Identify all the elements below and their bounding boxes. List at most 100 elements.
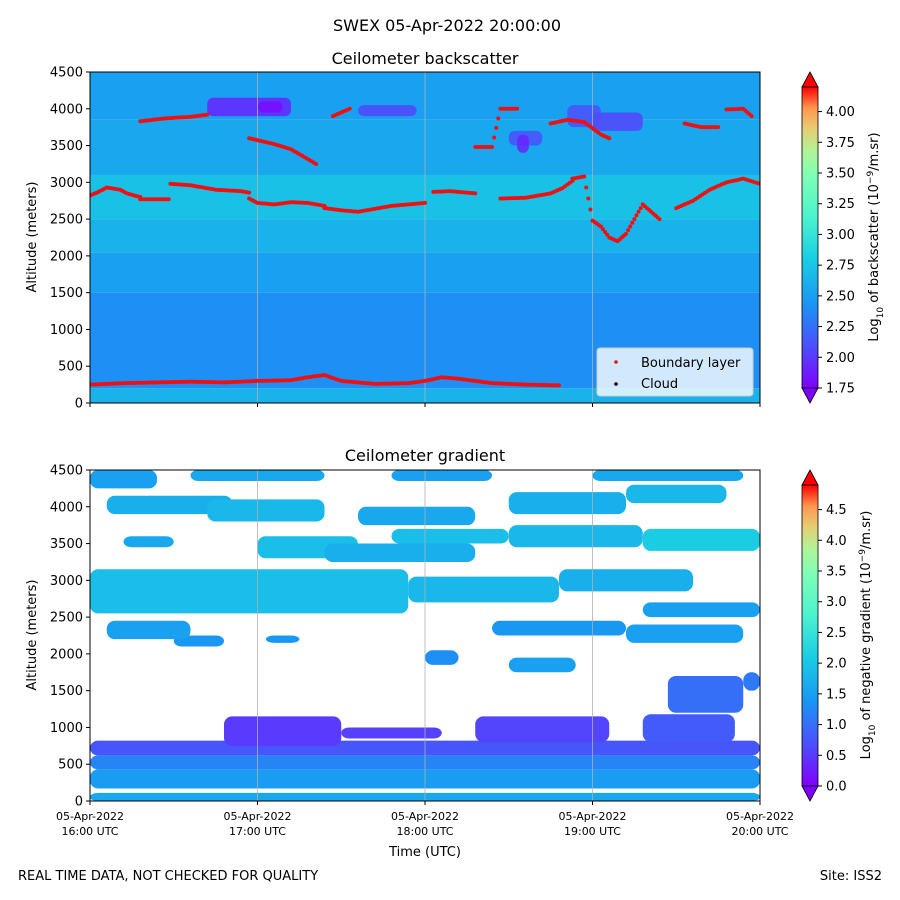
heat-patch (257, 101, 283, 113)
boundary-layer-point (314, 161, 319, 166)
gradient-blob (642, 714, 735, 743)
quality-disclaimer: REAL TIME DATA, NOT CHECKED FOR QUALITY (18, 869, 319, 884)
x-tick-date: 05-Apr-2022 (56, 810, 124, 823)
y-tick-label: 2000 (50, 647, 83, 662)
x-tick-time: 19:00 UTC (564, 825, 621, 838)
gradient-blob (123, 536, 174, 548)
boundary-layer-point (636, 209, 641, 214)
gradient-blob (207, 499, 325, 522)
panel2-y-ticks: 0 500 1000 1500 2000 2500 3000 3500 4000 4500 (50, 464, 90, 810)
gradient-blob (90, 569, 409, 614)
boundary-layer-point (582, 174, 587, 179)
colorbar1-bar (801, 86, 819, 389)
y-tick-label: 4000 (50, 500, 83, 515)
colorbar-backscatter: 1.75 2.00 2.25 2.50 2.75 3.00 3.25 3.50 3.75 4.00… (801, 71, 886, 404)
y-tick-label: 3000 (50, 574, 83, 589)
gradient-blob (626, 624, 744, 643)
panel1-y-ticks: 0 500 1000 1500 2000 2500 3000 3500 4000 4500 (50, 66, 90, 412)
boundary-layer-point (496, 116, 501, 121)
site-label: Site: ISS2 (819, 869, 882, 884)
colorbar2-bar (801, 484, 819, 787)
boundary-layer-point (607, 136, 612, 141)
legend-box (596, 347, 754, 397)
x-tick-time: 17:00 UTC (229, 825, 286, 838)
boundary-layer-point (638, 206, 643, 211)
panel2-title: Ceilometer gradient (345, 446, 505, 465)
gradient-blob (324, 543, 476, 562)
boundary-layer-point (205, 112, 210, 117)
boundary-layer-point (490, 145, 494, 150)
colorbar2-extend-min (801, 785, 819, 802)
boundary-layer-point (557, 383, 561, 388)
y-tick-label: 2000 (50, 249, 83, 264)
colorbar2-extend-max (801, 469, 819, 486)
legend-cloud-marker (614, 382, 618, 386)
colorbar-tick-label: 2.50 (826, 289, 855, 304)
gradient-blob (265, 635, 300, 643)
boundary-layer-point (347, 106, 352, 111)
x-tick-date: 05-Apr-2022 (223, 810, 291, 823)
panel2-xlabel: Time (UTC) (388, 845, 461, 860)
x-tick-date: 05-Apr-2022 (726, 810, 794, 823)
colorbar-tick-label: 3.50 (826, 167, 855, 182)
colorbar-tick-label: 3.25 (826, 197, 855, 212)
gradient-blob (492, 620, 626, 636)
y-tick-label: 3500 (50, 537, 83, 552)
colorbar1-extend-min (801, 387, 819, 404)
gradient-blob (391, 470, 492, 482)
boundary-layer-point (632, 217, 637, 222)
legend-bl-marker (614, 360, 618, 364)
gradient-blob (475, 716, 610, 743)
colorbar-tick-label: 3.00 (826, 228, 855, 243)
boundary-layer-point (630, 220, 635, 225)
gradient-blob (425, 650, 459, 665)
y-tick-label: 1500 (50, 286, 83, 301)
boundary-layer-point (605, 232, 610, 237)
y-tick-label: 1500 (50, 684, 83, 699)
colorbar-tick-label: 2.75 (826, 259, 855, 274)
colorbar1-label: Log10 of backscatter (10−9/m.sr) (866, 132, 886, 341)
boundary-layer-point (584, 185, 589, 190)
gradient-blob (408, 576, 559, 603)
heat-patch (358, 105, 417, 117)
colorbar2-label: Log10 of negative gradient (10−9/m.sr) (858, 511, 878, 760)
y-tick-label: 500 (58, 360, 83, 375)
boundary-layer-point (586, 196, 591, 201)
panel2-ylabel: Altitude (meters) (25, 580, 40, 691)
boundary-layer-point (624, 231, 628, 236)
colorbar-tick-label: 4.5 (826, 503, 847, 518)
boundary-layer-point (626, 228, 631, 233)
colorbar-tick-label: 3.5 (826, 565, 847, 580)
boundary-layer-point (716, 125, 721, 130)
gradient-blob (106, 495, 233, 515)
boundary-layer-point (492, 135, 497, 140)
panel1-title: Ceilometer backscatter (332, 49, 519, 68)
colorbar-tick-label: 0.5 (826, 749, 847, 764)
gradient-blob (224, 716, 342, 746)
boundary-layer-point (588, 207, 593, 212)
gradient-blob (90, 470, 157, 489)
colorbar-tick-label: 3.75 (826, 136, 855, 151)
boundary-layer-point (166, 197, 171, 202)
gradient-blob (559, 569, 693, 592)
colorbar-tick-label: 2.5 (826, 626, 847, 641)
boundary-layer-point (247, 190, 252, 195)
y-tick-label: 1000 (50, 721, 83, 736)
gradient-blob (358, 506, 476, 526)
colorbar-tick-label: 2.00 (826, 351, 855, 366)
boundary-layer-point (515, 106, 520, 111)
gradient-blob (592, 470, 744, 482)
x-tick-date: 05-Apr-2022 (558, 810, 626, 823)
y-tick-label: 2500 (50, 611, 83, 626)
figure-title: SWEX 05-Apr-2022 20:00:00 (332, 16, 561, 35)
x-tick-time: 18:00 UTC (396, 825, 453, 838)
colorbar1-ticks: 1.75 2.00 2.25 2.50 2.75 3.00 3.25 3.50 3.75 4.00 (818, 105, 855, 397)
legend: Boundary layer Cloud (596, 347, 754, 397)
colorbar-tick-label: 2.0 (826, 657, 847, 672)
heat-patch (517, 134, 529, 153)
boundary-layer-point (634, 213, 639, 218)
gradient-blob (626, 484, 727, 504)
boundary-layer-point (494, 125, 499, 130)
y-tick-label: 0 (75, 795, 83, 810)
panel1-x-ticks (89, 403, 761, 407)
